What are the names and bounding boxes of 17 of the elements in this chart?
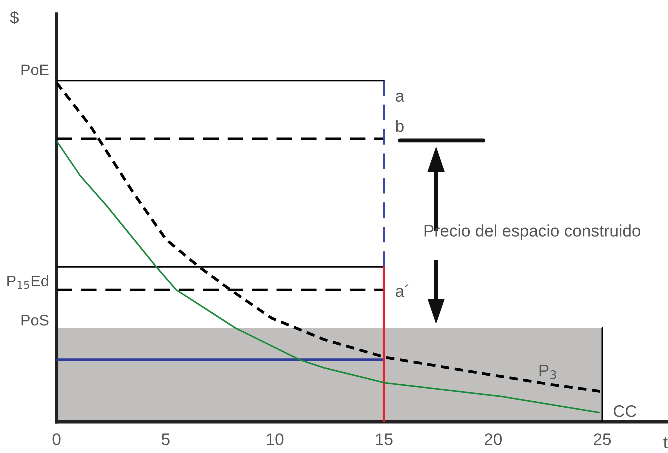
x-axis-title: t — [664, 438, 668, 448]
x-tick-label: 15 — [376, 434, 393, 446]
series-label: b — [396, 120, 404, 132]
series-label: CC — [614, 405, 637, 418]
series-label: P$_{3}$ — [540, 365, 556, 380]
text: P$_{15}$Ed — [8, 275, 48, 290]
x-tick-label: 0 — [52, 434, 61, 446]
series-label: a´ — [396, 284, 409, 298]
series-label: a — [396, 92, 405, 102]
text: PoS — [22, 315, 49, 326]
x-tick-label: 20 — [484, 434, 502, 446]
x-tick-label: 5 — [162, 434, 170, 446]
text: PoE — [22, 64, 49, 76]
y-axis-title: $ — [10, 11, 20, 25]
x-tick-label: 25 — [594, 434, 612, 446]
x-tick-label: 10 — [267, 434, 284, 446]
annotation: Precio del espacio construido — [424, 224, 641, 240]
